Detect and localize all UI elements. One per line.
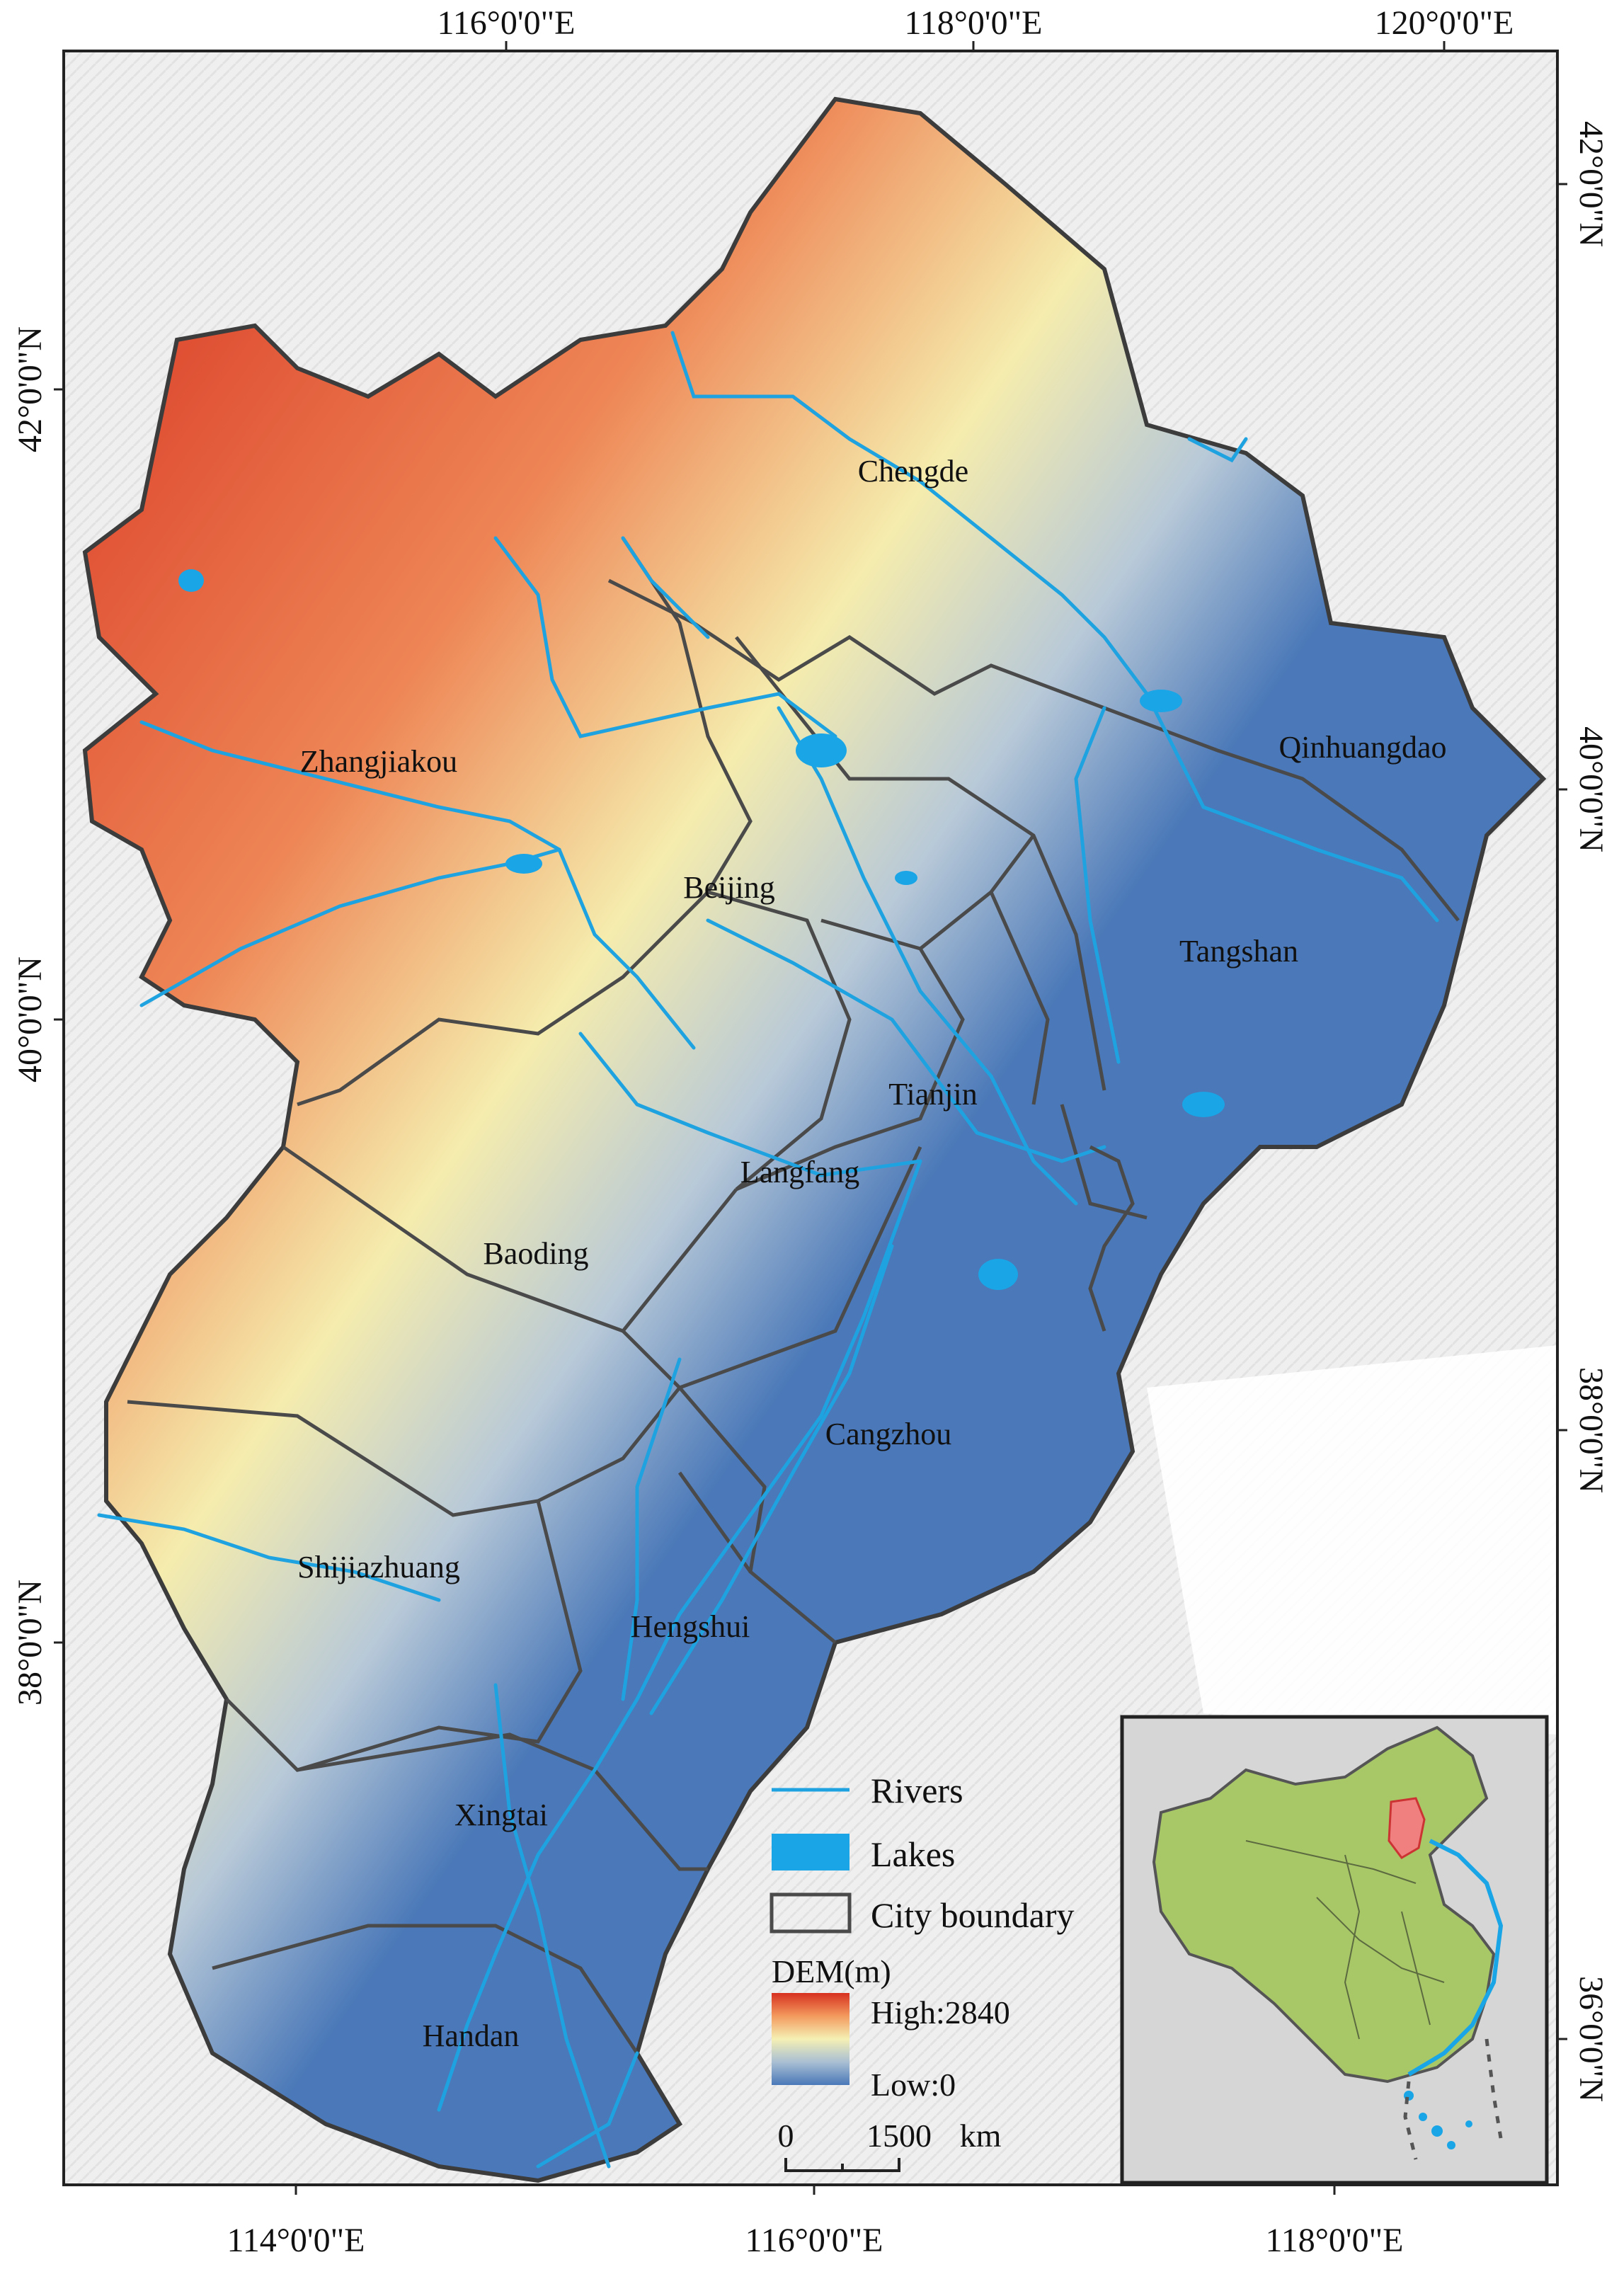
axis-ticks xyxy=(54,41,1567,2195)
legend-lakes-label: Lakes xyxy=(871,1834,955,1874)
city-label-qinhuangdao: Qinhuangdao xyxy=(1278,730,1446,765)
legend-boundary-label: City boundary xyxy=(871,1895,1074,1935)
bottom-tick-label: 114°0'0"E xyxy=(227,2222,365,2259)
legend-dem-low: Low:0 xyxy=(871,2067,956,2103)
top-tick-label: 120°0'0"E xyxy=(1375,4,1514,42)
inset-study-area-highlight xyxy=(1388,1797,1426,1859)
city-label-beijing: Beijing xyxy=(683,870,775,905)
left-tick-label: 42°0'0"N xyxy=(11,326,49,452)
lakes xyxy=(178,569,1225,1290)
bottom-tick-label: 116°0'0"E xyxy=(745,2222,883,2259)
city-label-langfang: Langfang xyxy=(740,1155,860,1189)
sea-area xyxy=(1147,1345,1557,1735)
city-label-baoding: Baoding xyxy=(483,1236,588,1271)
legend-dem-title: DEM(m) xyxy=(772,1953,891,1989)
city-label-chengde: Chengde xyxy=(858,454,968,489)
left-tick-label: 40°0'0"N xyxy=(11,956,49,1083)
city-boundaries xyxy=(127,537,1460,2055)
map-legend: Rivers Lakes City boundary DEM(m) High:2… xyxy=(770,1771,1074,2172)
legend-lake-swatch xyxy=(772,1834,849,1871)
bottom-tick-label: 118°0'0"E xyxy=(1266,2222,1404,2259)
scale-bar xyxy=(784,2158,900,2172)
city-label-cangzhou: Cangzhou xyxy=(825,1417,951,1451)
city-label-hengshui: Hengshui xyxy=(631,1609,750,1644)
right-tick-label: 36°0'0"N xyxy=(1572,1976,1610,2102)
city-label-xingtai: Xingtai xyxy=(454,1798,548,1832)
city-label-zhangjiakou: Zhangjiakou xyxy=(300,744,457,779)
legend-dem-high: High:2840 xyxy=(871,1994,1010,2031)
legend-boundary-swatch xyxy=(770,1892,852,1934)
city-label-handan: Handan xyxy=(423,2018,520,2053)
top-tick-label: 118°0'0"E xyxy=(905,4,1043,42)
legend-dem-ramp xyxy=(772,1993,849,2085)
city-label-tianjin: Tianjin xyxy=(888,1077,978,1112)
right-tick-label: 40°0'0"N xyxy=(1572,726,1610,852)
left-tick-label: 38°0'0"N xyxy=(11,1580,49,1706)
top-tick-label: 116°0'0"E xyxy=(437,4,576,42)
map-frame xyxy=(62,50,1559,2186)
scale-bar-unit: km xyxy=(960,2118,1002,2154)
scale-bar-zero: 0 xyxy=(778,2118,794,2154)
city-label-tangshan: Tangshan xyxy=(1179,934,1298,969)
legend-rivers-label: Rivers xyxy=(871,1771,963,1810)
inset-nine-dash-line xyxy=(1403,2038,1503,2160)
scale-bar-value: 1500 xyxy=(866,2118,932,2154)
right-tick-label: 42°0'0"N xyxy=(1572,121,1610,247)
right-tick-label: 38°0'0"N xyxy=(1572,1367,1610,1493)
inset-china-map xyxy=(1120,1715,1549,2185)
study-region-dem xyxy=(82,96,1547,2183)
city-label-shijiazhuang: Shijiazhuang xyxy=(297,1550,460,1584)
tianjin-port-outline xyxy=(1088,1145,1135,1332)
inset-south-china-sea-islands xyxy=(1404,2091,1472,2149)
inset-province-lines xyxy=(1245,1840,1445,2040)
inset-coastline xyxy=(1407,1839,1504,2077)
